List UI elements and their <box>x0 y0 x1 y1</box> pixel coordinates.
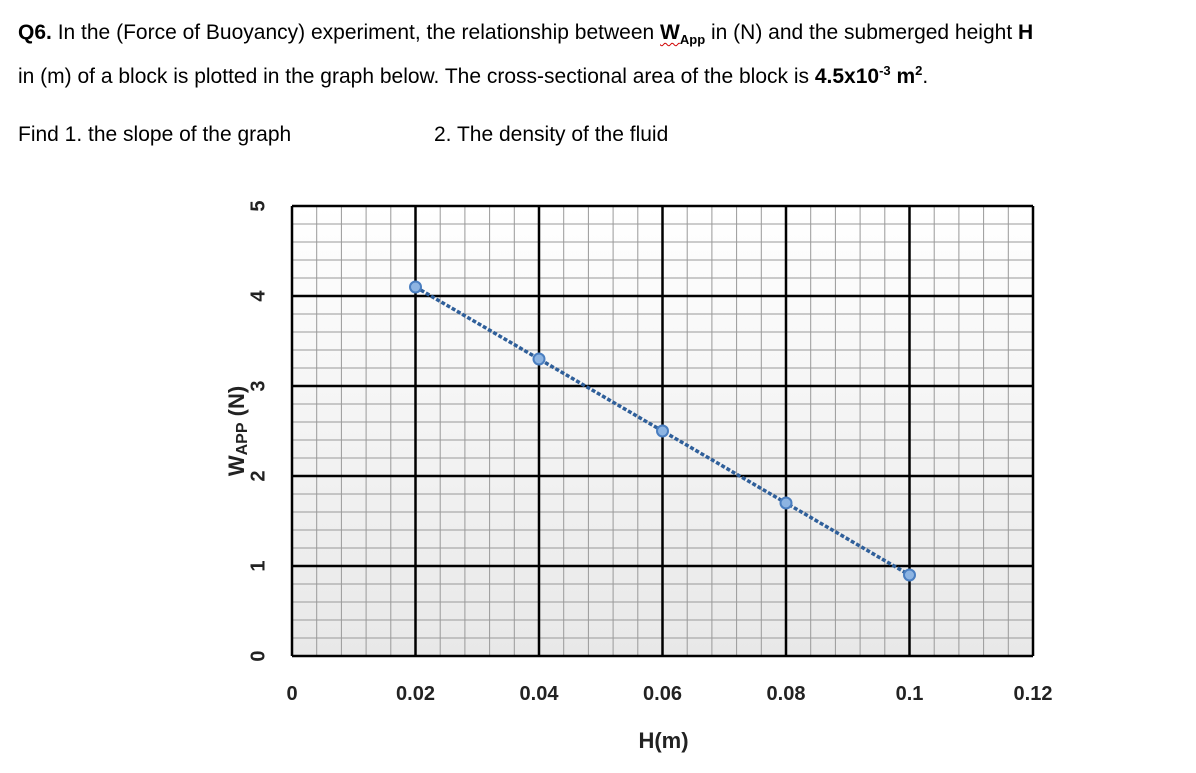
y-tick-label: 4 <box>247 290 269 302</box>
area-unit: m <box>890 65 916 88</box>
area-value: 4.5x10-3 m2 <box>814 63 923 88</box>
x-axis-label: H(m) <box>638 728 688 753</box>
find-part-2: 2. The density of the fluid <box>434 123 669 146</box>
x-tick-label: 0.12 <box>1014 683 1053 705</box>
find-part-1: Find 1. the slope of the graph <box>18 123 292 146</box>
y-tick-labels: 0 1 2 3 4 5 <box>247 200 269 661</box>
data-point <box>903 568 916 582</box>
question-line-1: Q6. In the (Force of Buoyancy) experimen… <box>18 21 1034 48</box>
w-app-symbol: WApp <box>660 21 706 48</box>
y-label-main: W <box>224 455 249 476</box>
y-axis-label: WAPP (N) <box>224 386 251 476</box>
data-point <box>409 280 422 294</box>
area-mantissa: 4.5x10 <box>814 65 880 88</box>
x-tick-labels: 0 0.02 0.04 0.06 0.08 0.1 0.12 <box>286 683 1052 705</box>
y-tick-label: 2 <box>247 470 269 481</box>
x-tick-label: 0.06 <box>643 683 682 705</box>
x-tick-label: 0.08 <box>767 683 806 705</box>
x-tick-label: 0 <box>286 683 297 705</box>
y-tick-label: 3 <box>247 380 269 391</box>
data-point <box>656 424 669 438</box>
x-tick-label: 0.1 <box>896 683 924 705</box>
data-series <box>409 280 916 582</box>
question-number: Q6. <box>18 21 52 44</box>
y-label-unit: (N) <box>224 386 249 423</box>
question-line-2: in (m) of a block is plotted in the grap… <box>18 63 929 88</box>
question-text-2a: in (m) of a block is plotted in the grap… <box>18 65 815 88</box>
major-gridlines <box>290 204 1035 658</box>
y-label-sub: APP <box>234 422 251 455</box>
data-point <box>779 496 793 510</box>
w-symbol: W <box>660 21 680 44</box>
data-point <box>532 352 546 366</box>
period: . <box>922 65 929 88</box>
area-exponent: -3 <box>879 63 891 78</box>
y-tick-label: 5 <box>247 200 269 211</box>
area-unit-exponent: 2 <box>915 63 923 78</box>
y-tick-label: 0 <box>247 650 269 661</box>
question-text-1a: In the (Force of Buoyancy) experiment, t… <box>51 21 661 44</box>
y-tick-label: 1 <box>247 560 269 571</box>
app-subscript: App <box>679 32 706 48</box>
h-symbol: H <box>1018 21 1034 44</box>
question-text-1b: in (N) and the submerged height <box>705 21 1018 44</box>
x-tick-label: 0.04 <box>520 683 560 705</box>
x-tick-label: 0.02 <box>396 683 435 705</box>
